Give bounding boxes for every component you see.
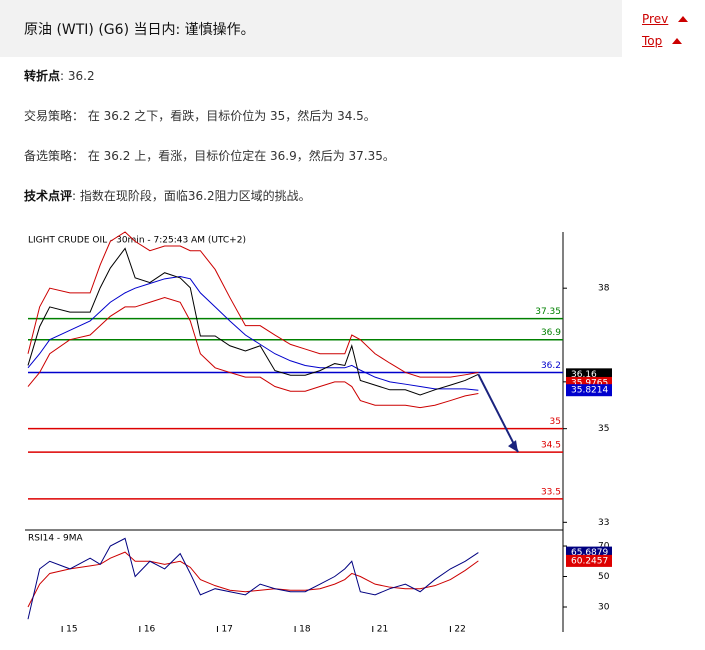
header: 原油 (WTI) (G6) 当日内: 谨慎操作。 [0,0,622,57]
series-line [27,537,479,620]
x-tick-label: 22 [454,625,465,635]
nav-text[interactable]: Top [642,34,663,48]
level-label: 34.5 [541,441,561,451]
x-tick-label: 18 [299,625,311,635]
price-marker-label: 60.2457 [571,556,608,566]
title: 原油 (WTI) (G6) 当日内: 谨慎操作。 [24,22,255,38]
price-marker-label: 36.16 [571,370,597,380]
paragraph: 技术点评: 指数在现阶段，面临36.2阻力区域的挑战。 [24,187,311,204]
level-label: 37.35 [535,307,561,317]
x-tick-label: 15 [66,625,77,635]
level-label: 36.2 [541,361,561,371]
chart-bg [25,230,613,633]
text: 在 36.2 之下，看跌，目标价位为 35，然后为 34.5。 [87,109,376,123]
nav-link[interactable]: Top [642,34,683,48]
y-tick-label: 38 [598,284,610,294]
chart-title: RSI14 - 9MA [28,534,84,544]
price-marker-label: 35.8214 [571,386,608,396]
x-tick-label: 21 [377,625,388,635]
series-line [27,275,479,391]
price-marker-label: 65.6879 [571,548,608,558]
paragraph: 转折点: 36.2 [24,67,95,84]
label: 技术点评 [24,189,73,203]
paragraph: 备选策略： 在 36.2 上，看涨，目标价位定在 36.9，然后为 37.35。 [24,147,395,164]
price-marker [566,554,612,567]
series-line [27,297,479,409]
text: : 指数在现阶段，面临36.2阻力区域的挑战。 [72,189,311,203]
y-tick-label: 50 [598,572,610,582]
series-line [27,231,479,378]
label: 备选策略： [24,149,85,163]
arrow [477,373,519,453]
nav-text[interactable]: Prev [642,12,669,26]
series-line [27,551,479,608]
level-label: 36.9 [541,328,561,338]
x-tick-label: 16 [144,625,156,635]
y-tick-label: 35 [598,424,609,434]
label: 转折点 [24,69,61,83]
level-label: 35 [550,417,561,427]
arrow-head [508,440,518,453]
price-marker [566,384,612,397]
y-tick-label: 70 [598,542,610,552]
text: 在 36.2 上，看涨，目标价位定在 36.9，然后为 37.35。 [87,149,395,163]
level-label: 33.5 [541,487,561,497]
nav-link[interactable]: Prev [642,12,689,26]
paragraph: 交易策略： 在 36.2 之下，看跌，目标价位为 35，然后为 34.5。 [24,107,376,124]
chart-title: LIGHT CRUDE OIL - 30min - 7:25:43 AM (UT… [28,236,246,246]
y-tick-label: 33 [598,518,609,528]
price-marker-label: 35.9765 [571,378,608,388]
y-tick-label: 30 [598,603,610,613]
text: : 36.2 [60,69,95,83]
series-line [27,247,479,396]
x-tick-label: 17 [221,625,232,635]
label: 交易策略： [24,109,85,123]
